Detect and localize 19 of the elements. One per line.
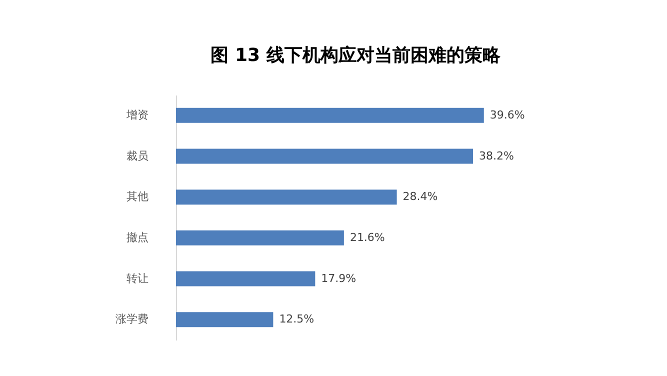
data-label: 12.5% [279, 312, 314, 326]
bar [176, 108, 484, 123]
chart-title: 图 13 线下机构应对当前困难的策略 [210, 45, 502, 66]
bar [176, 271, 316, 286]
y-tick-label: 涨学费 [116, 312, 148, 326]
y-tick-label: 转让 [126, 272, 148, 285]
data-label: 28.4% [402, 190, 438, 204]
data-label: 39.6% [490, 108, 525, 122]
data-label: 38.2% [479, 149, 514, 162]
y-tick-label: 裁员 [126, 149, 148, 162]
bar [176, 312, 274, 328]
bar [176, 148, 474, 164]
y-tick-label: 撤点 [126, 230, 148, 244]
data-label: 17.9% [321, 272, 356, 285]
data-label: 21.6% [350, 230, 385, 244]
bar [176, 230, 344, 246]
bar [176, 190, 397, 205]
y-tick-label: 增资 [126, 108, 148, 122]
y-tick-label: 其他 [126, 190, 148, 204]
